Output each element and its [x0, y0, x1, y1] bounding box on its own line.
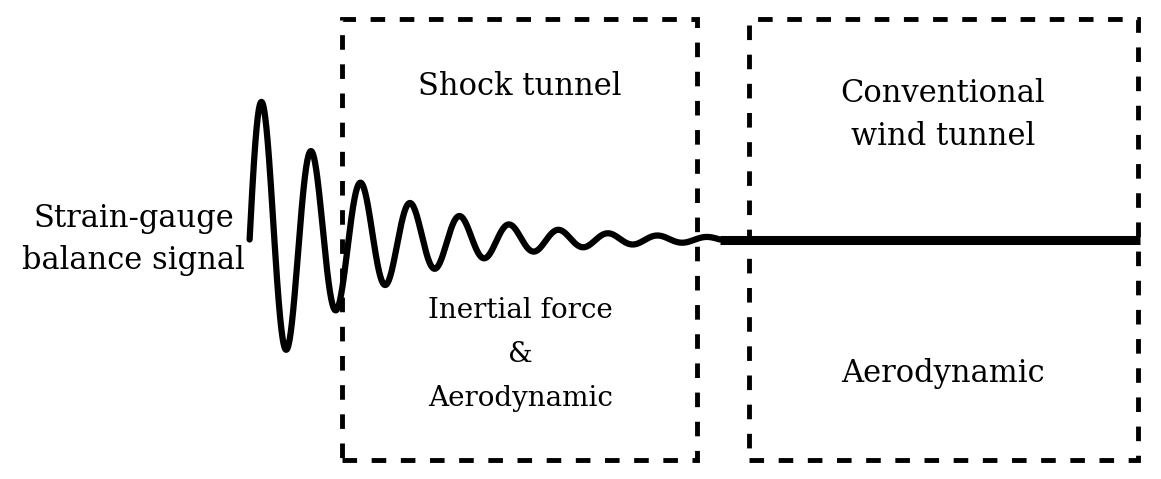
Text: Conventional
wind tunnel: Conventional wind tunnel	[841, 78, 1045, 152]
Bar	[342, 19, 697, 460]
Bar	[749, 19, 1138, 460]
Text: Shock tunnel: Shock tunnel	[418, 71, 622, 102]
Text: Aerodynamic: Aerodynamic	[841, 358, 1045, 389]
Text: Strain-gauge
balance signal: Strain-gauge balance signal	[22, 203, 245, 276]
Text: Inertial force
&
Aerodynamic: Inertial force & Aerodynamic	[427, 297, 613, 412]
